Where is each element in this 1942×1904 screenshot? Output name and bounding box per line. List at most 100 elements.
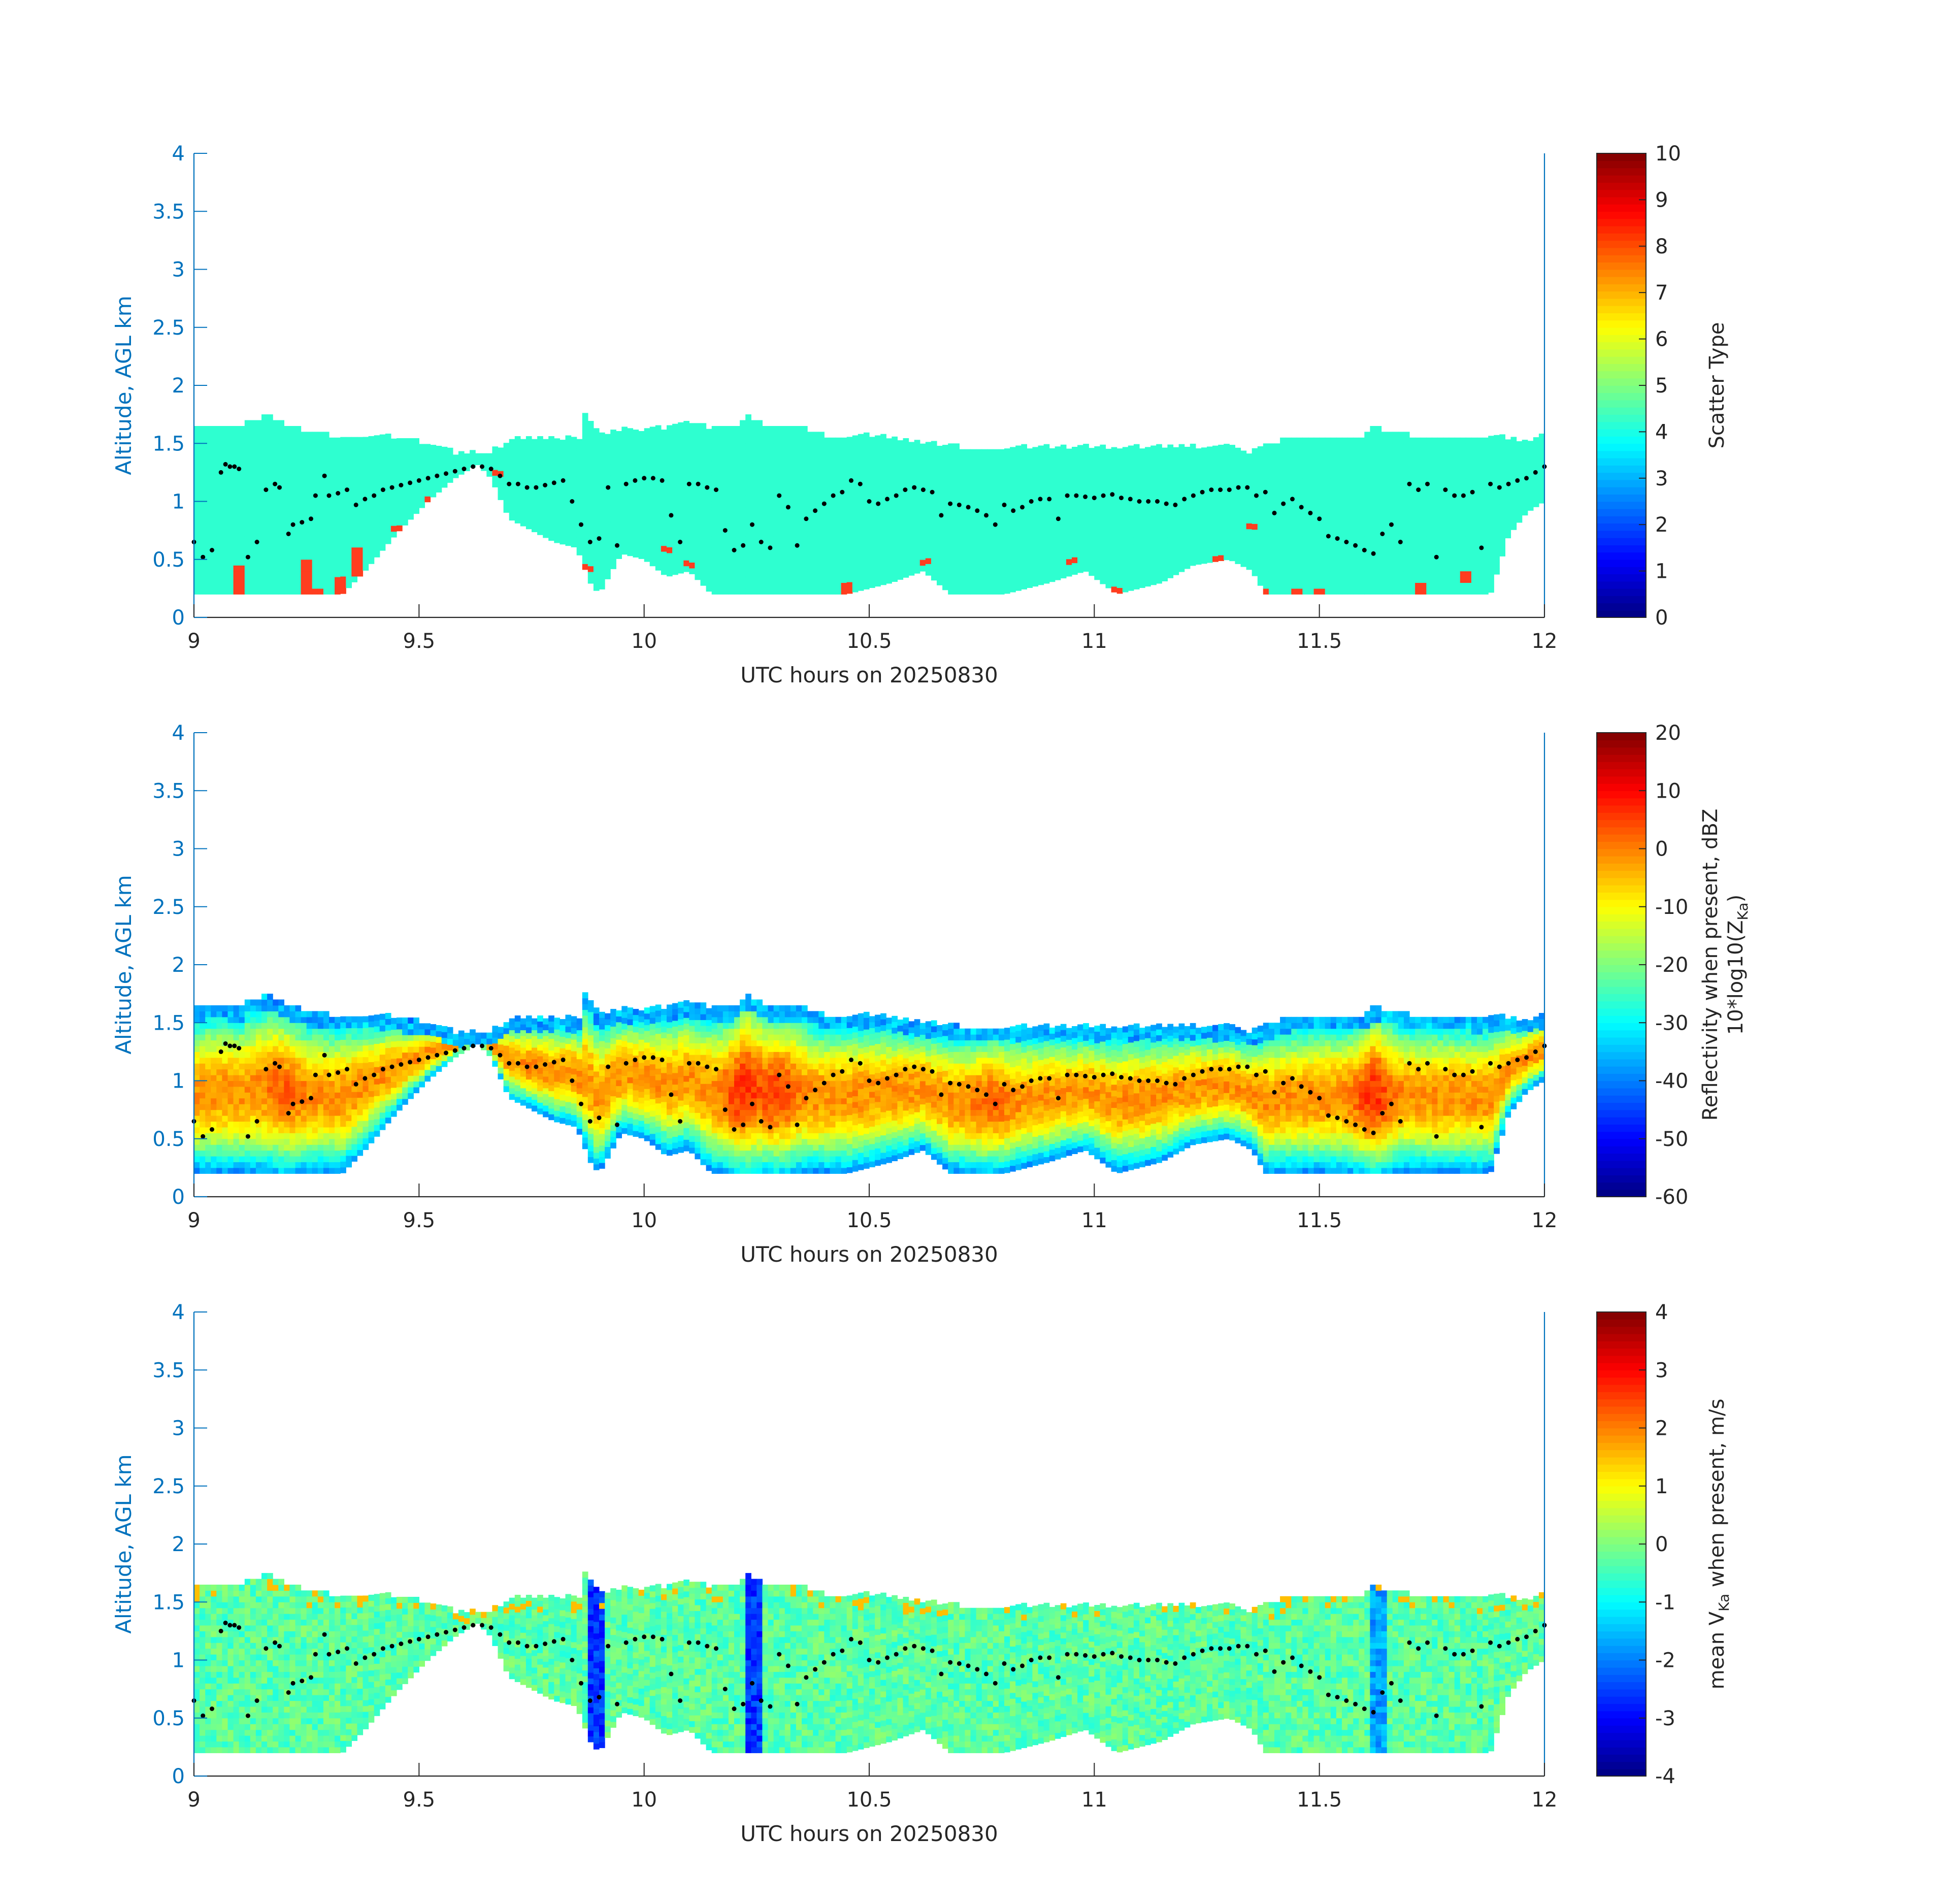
heatmap-cell — [239, 518, 245, 525]
heatmap-cell — [1150, 562, 1157, 568]
heatmap-cell — [644, 474, 650, 481]
heatmap-cell — [740, 420, 746, 426]
heatmap-cell — [740, 524, 746, 531]
heatmap-cell — [525, 453, 532, 460]
heatmap-cell — [976, 588, 982, 595]
heatmap-cell — [841, 588, 847, 595]
heatmap-cell — [543, 514, 549, 521]
heatmap-cell — [1105, 541, 1112, 548]
heatmap-cell — [1286, 588, 1292, 595]
heatmap-cell — [672, 528, 678, 535]
heatmap-cell — [796, 437, 802, 444]
heatmap-cell — [1364, 547, 1370, 554]
heatmap-cell — [1364, 513, 1370, 519]
heatmap-cell — [295, 542, 302, 548]
heatmap-cell — [965, 559, 971, 566]
heatmap-cell — [1049, 506, 1056, 513]
heatmap-cell — [301, 455, 307, 462]
heatmap-cell — [492, 458, 499, 465]
heatmap-cell — [1353, 496, 1359, 502]
heatmap-cell — [768, 467, 774, 473]
heatmap-cell — [649, 560, 656, 567]
heatmap-cell — [317, 484, 324, 490]
heatmap-cell — [1302, 513, 1309, 519]
heatmap-cell — [1032, 563, 1039, 569]
heatmap-cell — [981, 449, 988, 455]
heatmap-cell — [689, 486, 695, 493]
heatmap-cell — [1139, 559, 1145, 565]
heatmap-cell — [1089, 552, 1095, 559]
heatmap-cell — [661, 470, 667, 477]
heatmap-cell — [1319, 467, 1326, 473]
heatmap-cell — [1122, 487, 1129, 494]
heatmap-cell — [346, 454, 352, 461]
heatmap-cell — [1100, 566, 1106, 573]
heatmap-cell — [784, 530, 791, 537]
heatmap-cell — [1105, 448, 1112, 455]
heatmap-cell — [244, 582, 251, 589]
heatmap-cell — [1139, 552, 1145, 559]
heatmap-cell — [717, 565, 723, 572]
heatmap-cell — [227, 467, 234, 473]
heatmap-cell — [768, 571, 774, 577]
heatmap-cell — [880, 562, 886, 568]
heatmap-cell — [329, 553, 335, 560]
heatmap-cell — [1162, 552, 1168, 559]
heatmap-cell — [548, 459, 554, 466]
heatmap-cell — [273, 577, 279, 583]
heatmap-cell — [779, 513, 785, 519]
heatmap-cell — [284, 513, 290, 519]
heatmap-cell — [908, 482, 915, 489]
heatmap-cell — [1049, 564, 1056, 571]
heatmap-cell — [379, 463, 386, 470]
heatmap-cell — [1280, 443, 1286, 450]
heatmap-cell — [587, 467, 594, 474]
heatmap-cell — [1319, 530, 1326, 537]
heatmap-cell — [858, 498, 864, 504]
heatmap-cell — [278, 530, 284, 537]
heatmap-cell — [1381, 588, 1388, 595]
heatmap-cell — [222, 484, 228, 490]
heatmap-cell — [509, 479, 515, 486]
heatmap-cell — [1060, 561, 1067, 567]
heatmap-cell — [807, 472, 813, 479]
heatmap-cell — [880, 498, 886, 504]
heatmap-cell — [784, 478, 791, 484]
heatmap-cell — [599, 479, 605, 485]
heatmap-cell — [419, 461, 425, 468]
heatmap-cell — [402, 478, 408, 485]
heatmap-cell — [773, 559, 780, 566]
heatmap-cell — [649, 502, 656, 508]
heatmap-cell — [695, 545, 701, 551]
heatmap-cell — [813, 536, 819, 542]
heatmap-cell — [509, 503, 515, 509]
heatmap-cell — [953, 472, 960, 479]
heatmap-cell — [937, 469, 943, 475]
heatmap-cell — [1195, 459, 1202, 466]
heatmap-cell — [1010, 586, 1016, 593]
heatmap-cell — [532, 508, 538, 515]
heatmap-cell — [363, 489, 369, 496]
heatmap-cell — [914, 533, 920, 539]
heatmap-cell — [925, 447, 932, 454]
heatmap-cell — [863, 508, 870, 514]
heatmap-cell — [250, 536, 256, 542]
heatmap-cell — [824, 455, 830, 462]
heatmap-cell — [813, 443, 819, 450]
heatmap-cell — [306, 432, 313, 438]
heatmap-cell — [1207, 528, 1213, 534]
heatmap-cell — [1145, 551, 1151, 557]
heatmap-cell — [413, 467, 419, 474]
heatmap-cell — [987, 455, 994, 462]
heatmap-cell — [1364, 472, 1370, 479]
heatmap-cell — [351, 448, 357, 455]
heatmap-cell — [1353, 513, 1359, 519]
heatmap-cell — [875, 493, 881, 500]
heatmap-cell — [571, 471, 577, 478]
heatmap-cell — [740, 443, 746, 450]
heatmap-cell — [222, 478, 228, 484]
heatmap-cell — [317, 542, 324, 548]
heatmap-cell — [1100, 543, 1106, 549]
heatmap-cell — [919, 467, 926, 473]
heatmap-cell — [689, 446, 695, 452]
